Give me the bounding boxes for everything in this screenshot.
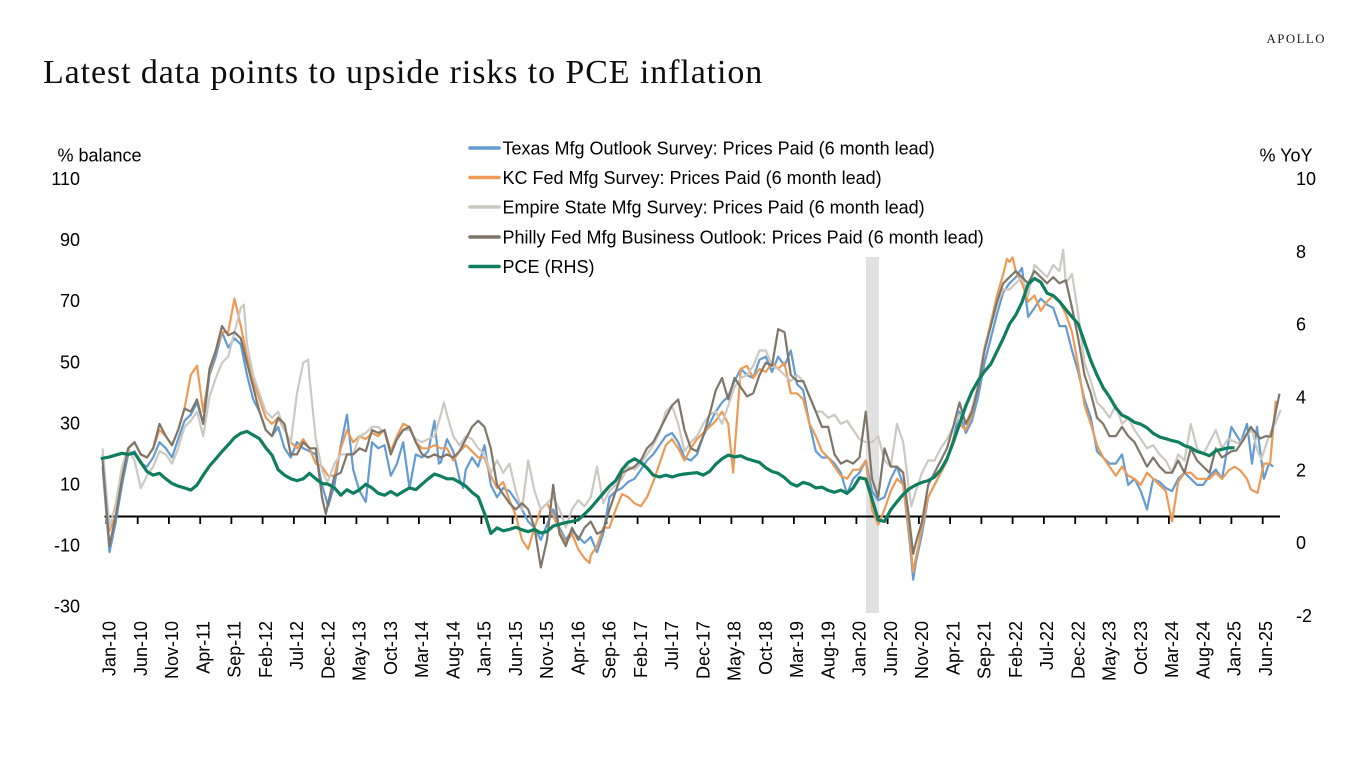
svg-text:Empire State Mfg Survey: Price: Empire State Mfg Survey: Prices Paid (6 …: [503, 198, 925, 218]
svg-text:0: 0: [1296, 533, 1306, 553]
svg-text:Jan-10: Jan-10: [100, 621, 120, 676]
svg-text:Oct-13: Oct-13: [381, 621, 401, 675]
svg-text:% balance: % balance: [58, 146, 142, 166]
svg-text:Texas Mfg Outlook Survey: Pric: Texas Mfg Outlook Survey: Prices Paid (6…: [503, 139, 935, 159]
svg-text:70: 70: [60, 291, 80, 311]
svg-text:Sep-16: Sep-16: [600, 621, 620, 679]
svg-text:8: 8: [1296, 242, 1306, 262]
svg-text:PCE (RHS): PCE (RHS): [503, 257, 595, 277]
svg-text:Oct-23: Oct-23: [1131, 621, 1151, 675]
svg-text:4: 4: [1296, 387, 1306, 407]
svg-text:Jun-20: Jun-20: [881, 621, 901, 676]
svg-text:10: 10: [1296, 169, 1316, 189]
svg-text:Jan-20: Jan-20: [850, 621, 870, 676]
svg-text:May-18: May-18: [725, 621, 745, 681]
svg-text:Oct-18: Oct-18: [756, 621, 776, 675]
svg-text:2: 2: [1296, 460, 1306, 480]
svg-text:10: 10: [60, 475, 80, 495]
svg-text:Apr-11: Apr-11: [193, 621, 213, 674]
svg-text:-30: -30: [54, 597, 80, 617]
svg-text:Mar-14: Mar-14: [412, 621, 432, 678]
svg-text:Nov-10: Nov-10: [162, 621, 182, 679]
svg-text:Mar-19: Mar-19: [787, 621, 807, 678]
svg-text:Jul-22: Jul-22: [1037, 621, 1057, 670]
svg-text:50: 50: [60, 352, 80, 372]
svg-text:Jul-17: Jul-17: [662, 621, 682, 670]
svg-text:110: 110: [51, 169, 80, 189]
svg-text:Jan-15: Jan-15: [475, 621, 495, 676]
svg-text:Philly Fed Mfg Business Outloo: Philly Fed Mfg Business Outlook: Prices …: [503, 228, 984, 248]
svg-text:Aug-19: Aug-19: [819, 621, 839, 679]
svg-text:Feb-12: Feb-12: [256, 621, 276, 678]
svg-text:Feb-22: Feb-22: [1006, 621, 1026, 678]
svg-text:Nov-20: Nov-20: [912, 621, 932, 679]
svg-text:Aug-14: Aug-14: [443, 621, 463, 679]
svg-text:6: 6: [1296, 315, 1306, 335]
svg-text:Jun-15: Jun-15: [506, 621, 526, 676]
svg-text:-2: -2: [1296, 606, 1312, 626]
svg-text:Jan-25: Jan-25: [1225, 621, 1245, 676]
svg-text:May-23: May-23: [1100, 621, 1120, 681]
svg-text:Apr-16: Apr-16: [569, 621, 589, 675]
svg-text:% YoY: % YoY: [1260, 146, 1313, 166]
svg-text:Dec-22: Dec-22: [1069, 621, 1089, 679]
svg-text:Nov-15: Nov-15: [537, 621, 557, 679]
svg-text:Dec-12: Dec-12: [318, 621, 338, 679]
svg-text:90: 90: [60, 230, 80, 250]
svg-text:Dec-17: Dec-17: [694, 621, 714, 679]
svg-text:30: 30: [60, 413, 80, 433]
svg-text:KC Fed Mfg Survey: Prices Paid: KC Fed Mfg Survey: Prices Paid (6 month …: [503, 168, 882, 188]
svg-text:Mar-24: Mar-24: [1162, 621, 1182, 678]
svg-text:Jun-25: Jun-25: [1256, 621, 1276, 676]
svg-text:Aug-24: Aug-24: [1194, 621, 1214, 679]
svg-text:Apr-21: Apr-21: [944, 621, 964, 675]
svg-text:Sep-11: Sep-11: [225, 621, 245, 678]
svg-text:Feb-17: Feb-17: [631, 621, 651, 678]
svg-text:Sep-21: Sep-21: [975, 621, 995, 679]
svg-text:Jul-12: Jul-12: [287, 621, 307, 670]
svg-text:May-13: May-13: [350, 621, 370, 681]
svg-text:Jun-10: Jun-10: [131, 621, 151, 676]
svg-text:-10: -10: [54, 536, 80, 556]
